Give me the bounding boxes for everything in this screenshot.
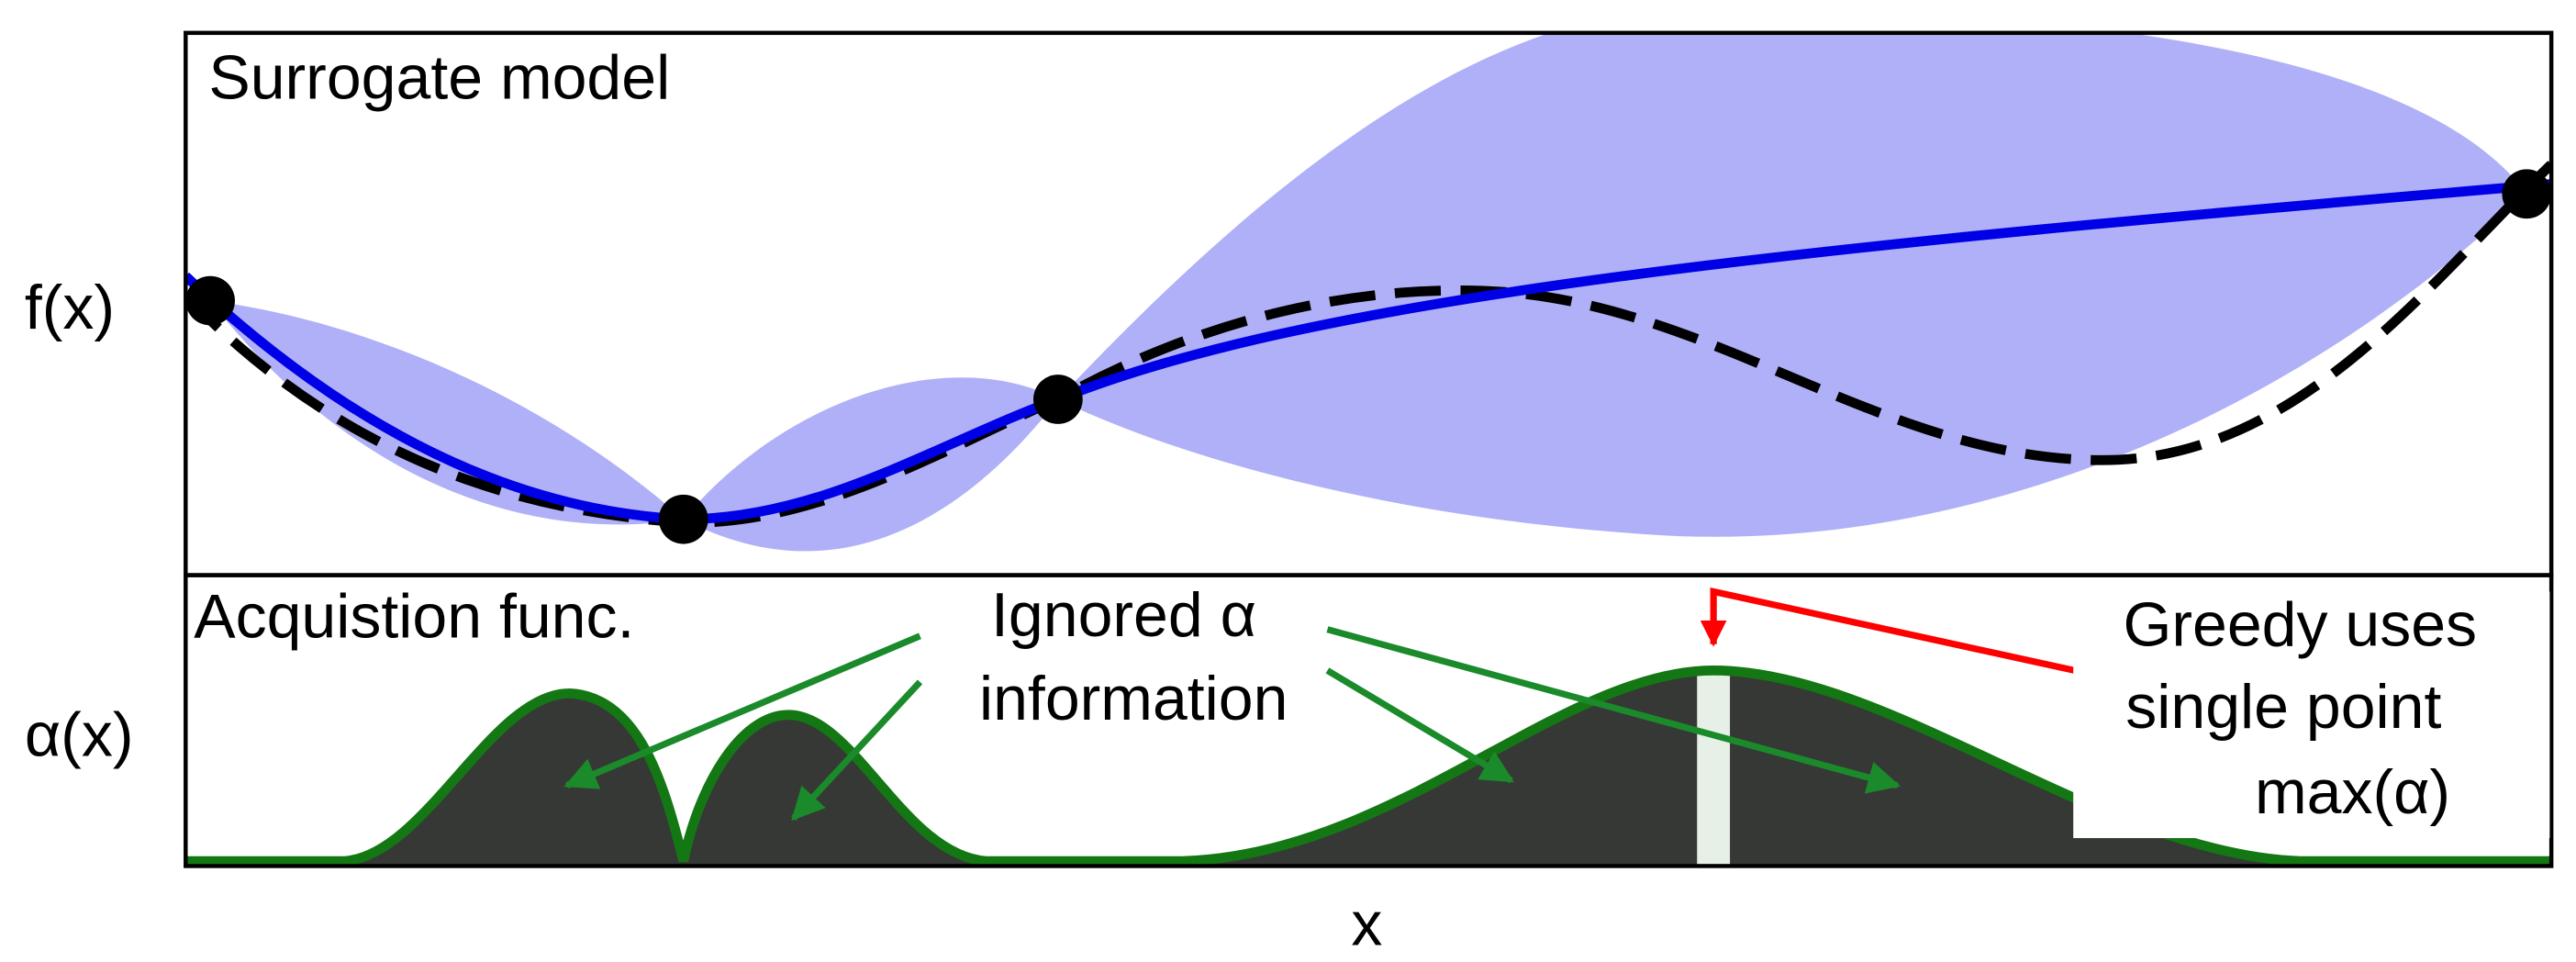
- bottom-frame: [184, 573, 2554, 868]
- annotation: max(α): [2255, 757, 2450, 827]
- arrow: [791, 679, 923, 822]
- greedy-point: [1697, 673, 1731, 867]
- observation: [185, 275, 235, 326]
- mean-function: [185, 179, 2552, 525]
- y-label: α(x): [25, 700, 134, 770]
- greedy-pointer: [1700, 587, 2091, 677]
- uncertainty-band: [1057, 32, 2527, 537]
- arrow: [1325, 667, 1515, 784]
- annotation: single point: [2125, 672, 2441, 742]
- annotation: information: [979, 664, 1288, 733]
- arrow: [1326, 626, 1901, 794]
- uncertainty-band: [210, 300, 684, 525]
- observation: [1033, 375, 1083, 424]
- panel-title: Acquistion func.: [194, 582, 634, 652]
- acquisition-curve: [185, 666, 2552, 867]
- y-label: f(x): [25, 273, 115, 342]
- observation: [658, 494, 708, 544]
- observation: [2502, 169, 2552, 219]
- annotation: Greedy uses: [2123, 590, 2477, 660]
- label-bg: [2073, 591, 2550, 839]
- surrogate-plot: [185, 32, 2552, 552]
- panel-title: Surrogate model: [208, 42, 670, 112]
- uncertainty-band: [683, 377, 1058, 552]
- acquisition-plot: [185, 666, 2552, 867]
- ignored-arrows: [563, 626, 1901, 822]
- annotation: Ignored α: [991, 580, 1256, 650]
- x-label: x: [1351, 889, 1382, 958]
- arrow: [563, 632, 921, 789]
